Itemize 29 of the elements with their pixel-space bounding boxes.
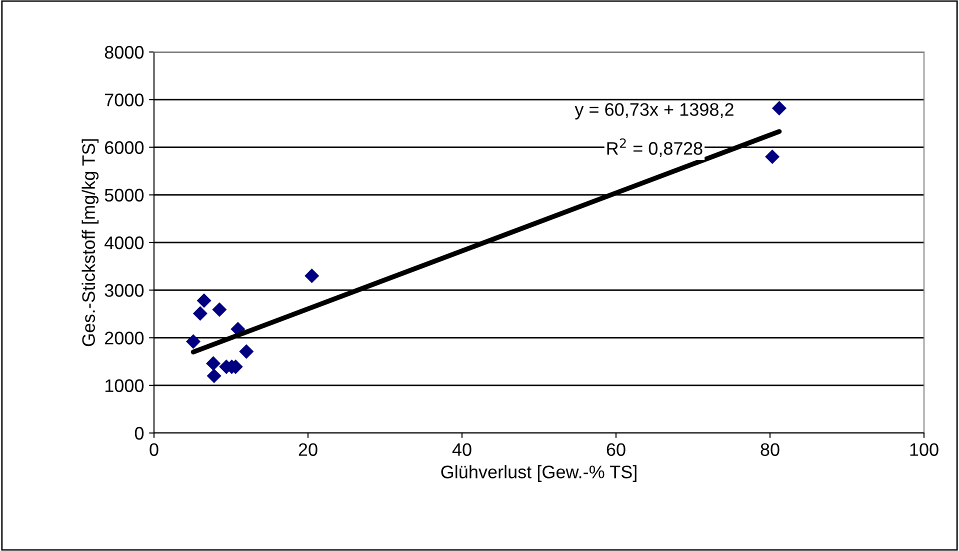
annotation: y = 60,73x + 1398,2 [574,103,734,120]
point [304,268,320,284]
x-tick-label: 0 [150,443,158,456]
annotation: R$^{2}$ = 0,8728 [607,138,702,157]
x-tick-label: 60 [606,443,626,456]
y-axis-title: Ges.-Stickstoff [mg/kg TS] [82,139,99,346]
point [192,306,208,321]
point [206,368,222,384]
point [765,149,780,164]
y-tick-label: 8000 [104,46,144,59]
x-tick-label: 80 [760,443,780,456]
y-tick-label: 5000 [104,188,144,202]
point [196,293,212,308]
x-axis-title: Glühverlust [Gew.-% TS] [441,465,636,482]
x-tick-label: 20 [298,443,318,456]
x-tick-label: 40 [452,443,472,456]
y-tick-label: 3000 [104,284,144,297]
y-tick-label: 2000 [105,332,144,344]
y-tick-label: 4000 [104,236,144,250]
x-tick-label: 100 [910,443,938,456]
point [206,356,221,371]
y-tick-label: 6000 [105,141,144,154]
y-tick-label: 7000 [105,94,144,106]
point [772,100,787,116]
point [212,302,227,317]
point [239,344,254,359]
y-tick-label: 1000 [105,379,144,392]
y-tick-label: 0 [134,426,144,440]
point [186,334,201,349]
